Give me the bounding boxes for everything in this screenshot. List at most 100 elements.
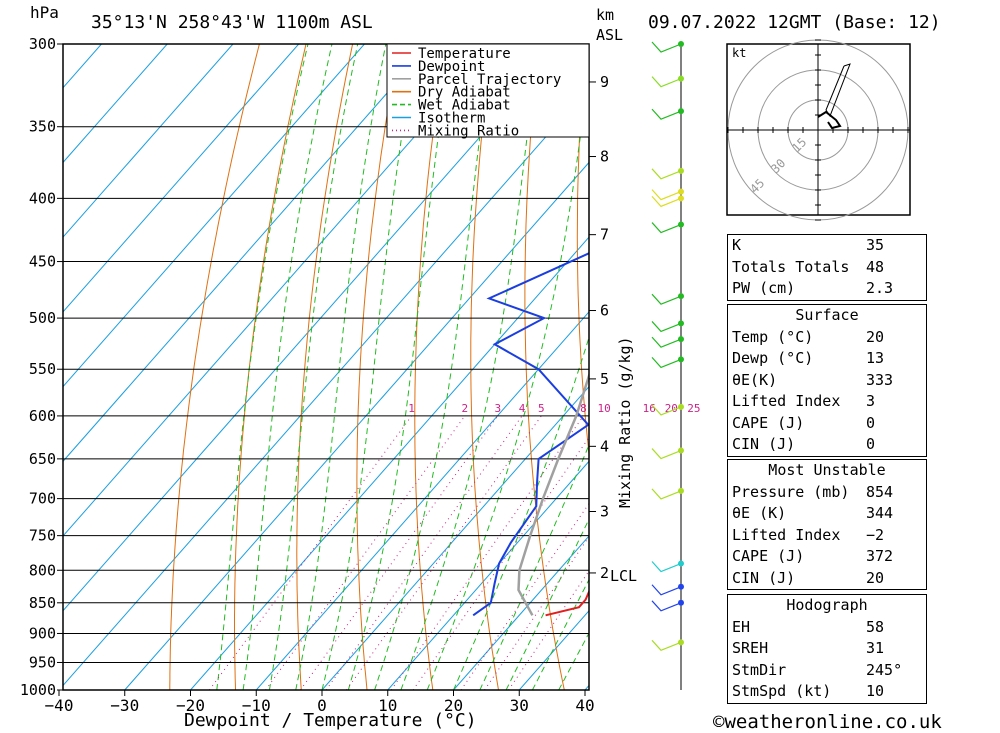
pressure-tick-label: 600 [29,407,56,425]
mixing-ratio-line [325,415,523,690]
isotherm-line [453,535,589,690]
surface-cin-value: 0 [866,435,876,453]
isotherm-line [63,44,168,164]
wind-barb [651,600,682,612]
hodo-stmdir-value: 245° [866,660,903,679]
x-tick-label: 20 [444,696,463,715]
wind-barb [651,76,682,88]
wet-adiabat-line [479,443,589,690]
km-label: km [596,6,614,24]
surface-cape-value: 0 [866,413,876,432]
x-tick-label: −10 [242,696,271,715]
wet-adiabat-line [374,44,493,690]
altitude-tick-label: 6 [600,302,609,320]
x-tick-label: −40 [45,696,74,715]
x-axis-label: Dewpoint / Temperature (°C) [184,710,477,731]
wind-barb [651,336,682,348]
wet-adiabat-line [400,44,540,690]
wind-barb [651,584,682,596]
isotherm-line [63,44,497,537]
pressure-tick-label: 400 [29,189,56,207]
wet-adiabat-line [505,517,589,690]
mixing-ratio-label: 8 [580,402,587,415]
hodo-sreh-label: SREH [732,639,769,657]
pressure-tick-label: 350 [29,118,56,136]
legend-item-label: Dewpoint [418,59,485,75]
totals-label: Totals Totals [732,257,850,276]
isotherm-line [63,44,300,313]
surface-table: Surface Temp (°C) 20 Dewp (°C) 13 θE(K) 333… [727,304,927,457]
hodograph-unit-label: kt [732,46,746,60]
mu-cin-value: 20 [866,568,885,587]
mu-cape-label: CAPE (J) [732,547,805,565]
wet-adiabat-line [347,44,453,690]
mixing-ratio-line [412,436,589,690]
wind-barb [651,168,682,180]
pressure-tick-label: 1000 [20,681,56,699]
wet-adiabat-line [242,44,333,690]
mixing-ratio-label: 5 [538,402,545,415]
legend-item-label: Dry Adiabat [418,85,511,101]
surface-title: Surface [795,306,859,324]
legend-item-label: Isotherm [418,111,485,127]
surface-thetae-label: θE(K) [732,370,778,389]
hodo-eh-value: 58 [866,617,885,636]
plot-frame [62,43,590,691]
pressure-tick-label: 950 [29,653,56,671]
wet-adiabat-line [295,44,387,690]
hodograph-trace-low [817,110,842,130]
hodo-stmspd-value: 10 [866,682,885,700]
mixing-ratio-line [460,502,589,690]
hodo-stmspd-label: StmSpd (kt) [732,682,832,700]
isotherm-line [387,460,589,690]
pressure-unit-label: hPa [30,3,59,22]
wind-barb [651,222,682,234]
indices-table: K 35 Totals Totals 48 PW (cm) 2.3 [727,234,927,301]
pressure-tick-label: 450 [29,253,56,271]
surface-cape-label: CAPE (J) [732,413,805,432]
isotherm-line [321,385,589,690]
wind-barb [651,189,682,201]
mixing-ratio-line [508,570,589,690]
wind-barb [651,639,682,652]
dry-adiabat-line [169,44,260,690]
k-value: 35 [866,236,885,254]
surface-temp-value: 20 [866,327,885,346]
mixing-ratio-line [208,415,413,690]
x-tick-label: 40 [575,696,594,715]
mixing-ratio-axis-label: Mixing Ratio (g/kg) [616,336,634,508]
mixing-ratio-label: 2 [462,402,469,415]
mixing-ratio-label: 10 [597,402,610,415]
isotherm-line [63,44,431,463]
legend-item-label: Temperature [418,46,511,62]
wind-barb [651,404,682,416]
pressure-tick-label: 750 [29,527,56,545]
copyright-label: ©weatheronline.co.uk [713,711,942,733]
mixing-ratio-label: 3 [494,402,501,415]
wind-barb [651,488,682,500]
surface-dewp-value: 13 [866,349,885,367]
mu-li-value: −2 [866,525,885,544]
asl-label: ASL [596,26,623,44]
wind-barb [651,41,682,53]
dry-adiabat-line [414,44,447,690]
isotherm-line [63,44,234,238]
mixing-ratio-line [265,415,466,690]
altitude-tick-label: 5 [600,370,609,388]
wet-adiabat-line [453,335,589,690]
altitude-tick-label: 4 [600,437,609,455]
x-tick-label: 10 [378,696,397,715]
x-tick-label: 0 [317,696,327,715]
hodo-sreh-value: 31 [866,639,885,657]
hodo-eh-label: EH [732,617,751,636]
x-tick-label: 30 [510,696,529,715]
datetime-label: 09.07.2022 12GMT (Base: 12) [648,12,941,33]
lcl-label: LCL [610,567,637,585]
surface-dewp-label: Dewp (°C) [732,349,814,367]
hodograph-table: Hodograph EH 58 SREH 31 StmDir 245° StmSpd … [727,594,927,704]
wind-barb [651,321,682,333]
mu-pressure-value: 854 [866,482,894,501]
mixing-ratio-line [484,535,589,690]
dry-adiabat-line [576,44,589,459]
mu-title: Most Unstable [768,461,886,479]
